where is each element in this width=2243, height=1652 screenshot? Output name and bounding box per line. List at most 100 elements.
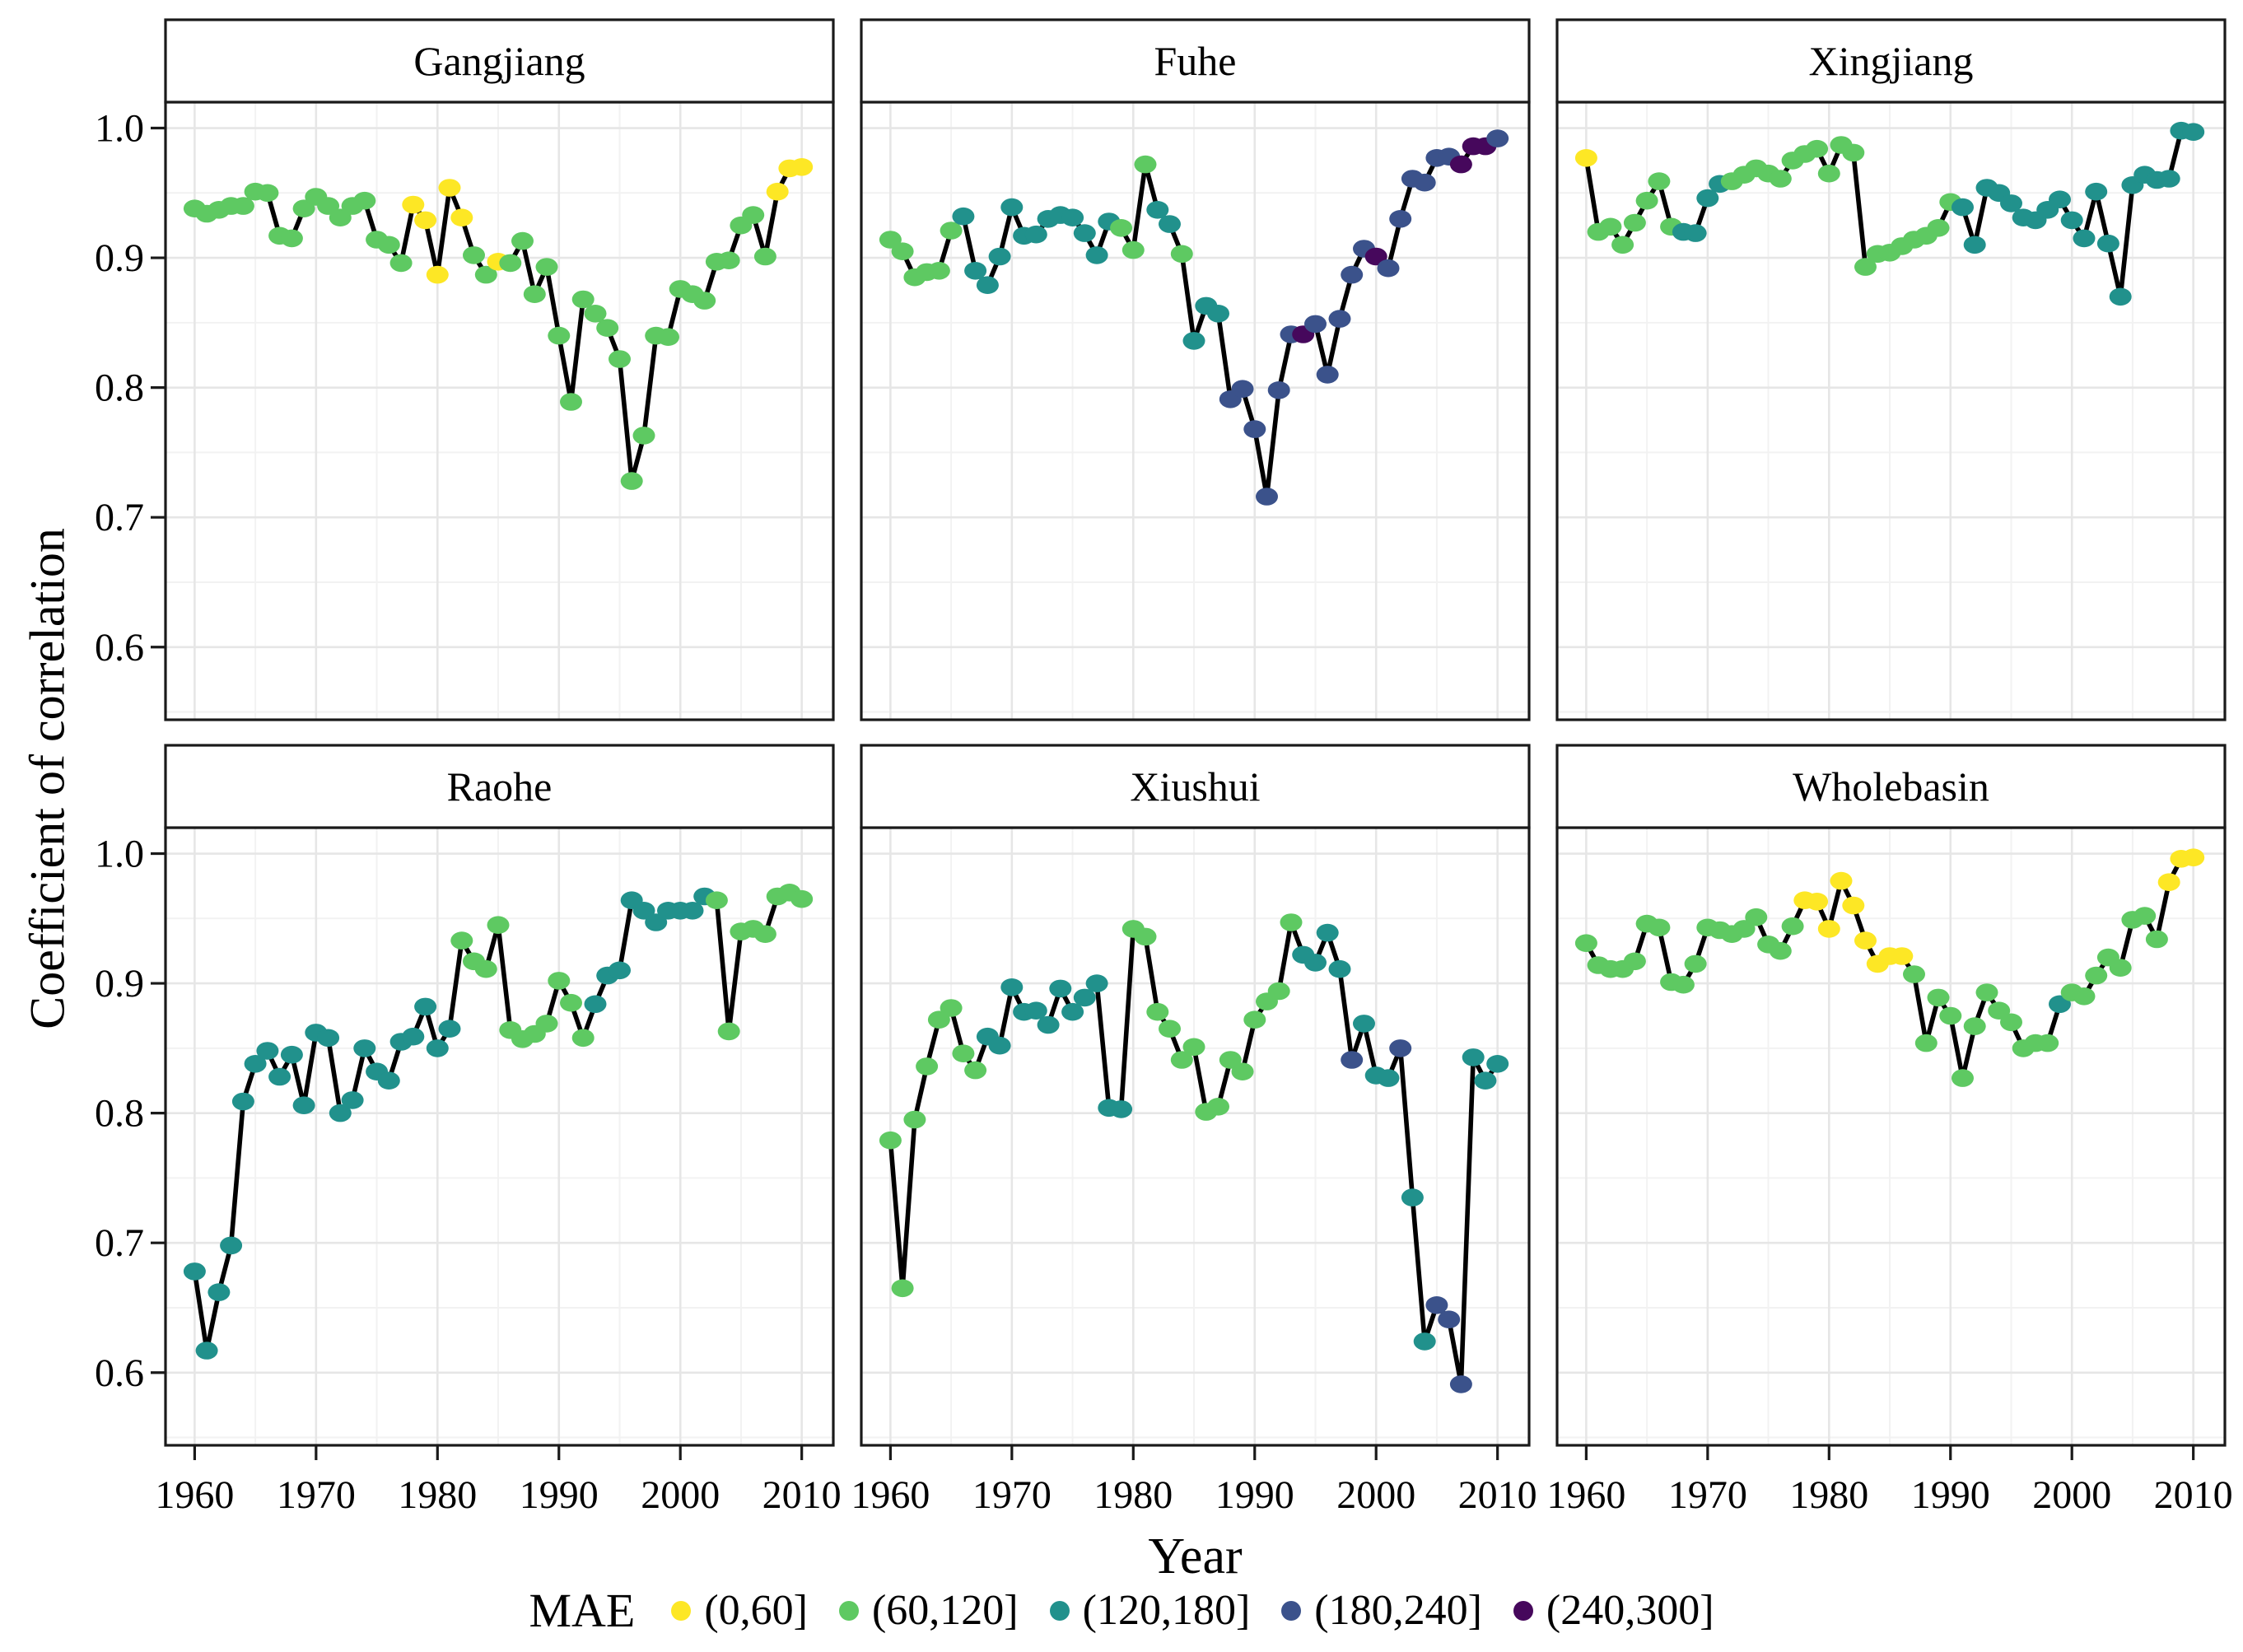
- data-point: [402, 195, 425, 214]
- data-point: [1085, 246, 1108, 264]
- data-point: [1170, 245, 1193, 264]
- y-tick-label: 0.7: [95, 1221, 144, 1265]
- data-point: [1769, 170, 1792, 188]
- data-point: [487, 916, 510, 934]
- data-point: [426, 1039, 449, 1057]
- data-point: [940, 222, 963, 240]
- facet-panel-xingjiang: Xingjiang: [1555, 18, 2227, 721]
- facet-strip-title: Raohe: [447, 763, 553, 810]
- data-point: [268, 1067, 291, 1086]
- data-point: [292, 1096, 315, 1114]
- data-point: [1073, 988, 1096, 1007]
- data-point: [1806, 139, 1829, 158]
- data-point: [632, 427, 655, 445]
- x-tick-label: 2010: [1458, 1473, 1537, 1517]
- data-point: [2109, 959, 2132, 977]
- data-point: [1170, 1051, 1193, 1069]
- data-point: [195, 1342, 218, 1360]
- data-point: [1413, 1332, 1436, 1351]
- data-point: [1952, 198, 1974, 217]
- data-point: [1486, 1055, 1509, 1073]
- data-point: [2073, 229, 2096, 248]
- data-point: [1341, 265, 1364, 284]
- data-point: [879, 1131, 902, 1150]
- y-tick-label: 0.9: [95, 962, 144, 1006]
- data-point: [1389, 1039, 1412, 1057]
- data-point: [717, 251, 740, 270]
- data-point: [353, 1039, 376, 1057]
- data-point: [1854, 931, 1877, 950]
- data-point: [693, 292, 716, 310]
- x-tick-label: 1990: [1911, 1473, 1990, 1517]
- facet-strip: [1555, 744, 2227, 829]
- facet-panel-gangjiang: Gangjiang 1.0 0.9 0.8 0.7 0.6: [95, 18, 835, 721]
- legend-dot-icon: [1049, 1600, 1070, 1621]
- legend-item: (180,240]: [1281, 1586, 1482, 1635]
- data-point: [2085, 966, 2108, 985]
- data-point: [560, 993, 582, 1012]
- x-tick-label: 1970: [972, 1473, 1052, 1517]
- x-tick-label: 2010: [2154, 1473, 2233, 1517]
- data-point: [1134, 155, 1157, 174]
- data-point: [609, 961, 631, 980]
- data-point: [2096, 234, 2119, 253]
- data-point: [1696, 189, 1719, 208]
- data-point: [1684, 954, 1707, 973]
- y-tick-label: 0.8: [95, 1092, 144, 1136]
- data-point: [450, 208, 473, 226]
- data-point: [1817, 164, 1840, 183]
- data-point: [1474, 1071, 1497, 1090]
- data-point: [1389, 209, 1412, 228]
- data-point: [1854, 258, 1877, 276]
- data-point: [2000, 1013, 2022, 1032]
- data-point: [244, 1055, 267, 1073]
- data-point: [1182, 1038, 1205, 1057]
- data-point: [645, 913, 668, 931]
- data-point: [1975, 983, 1998, 1001]
- data-point: [1316, 366, 1339, 384]
- legend-title: MAE: [529, 1584, 636, 1637]
- x-tick-label: 2000: [1336, 1473, 1415, 1517]
- data-point: [2145, 930, 2168, 949]
- data-point: [2000, 194, 2022, 212]
- data-point: [766, 182, 789, 201]
- legend-dot-icon: [671, 1600, 692, 1621]
- data-point: [1574, 149, 1597, 167]
- data-point: [1146, 1002, 1169, 1021]
- data-point: [571, 290, 595, 309]
- data-point: [1425, 1296, 1448, 1314]
- data-point: [1830, 871, 1853, 890]
- data-point: [620, 472, 643, 490]
- data-point: [1134, 927, 1157, 946]
- data-point: [2157, 170, 2180, 188]
- data-point: [891, 1279, 914, 1298]
- x-axis-title: Year: [1148, 1528, 1243, 1584]
- facet-panel-raohe: Raohe 1960 1970 1980 1990 2000 2010 1.0 0.9 0.8 0.…: [95, 744, 842, 1517]
- data-point: [1341, 1051, 1364, 1069]
- data-point: [753, 925, 776, 943]
- data-point: [717, 1022, 740, 1041]
- data-point: [377, 236, 400, 254]
- data-point: [1182, 332, 1205, 350]
- panel-background: [861, 102, 1529, 720]
- data-point: [1927, 219, 1950, 237]
- legend-item: (240,300]: [1513, 1586, 1714, 1635]
- data-point: [2049, 995, 2071, 1014]
- x-tick-label: 1960: [1546, 1473, 1625, 1517]
- data-point: [292, 199, 315, 217]
- data-point: [927, 1010, 950, 1029]
- data-point: [1745, 908, 1768, 926]
- data-point: [1110, 219, 1133, 237]
- data-point: [2060, 211, 2083, 230]
- data-point: [548, 326, 571, 345]
- data-point: [474, 959, 497, 978]
- data-point: [1219, 1051, 1242, 1069]
- data-point: [1599, 217, 1622, 236]
- data-point: [1000, 198, 1024, 217]
- data-point: [1110, 1100, 1133, 1118]
- legend-item-label: (180,240]: [1314, 1587, 1482, 1634]
- data-point: [511, 231, 534, 250]
- data-point: [584, 305, 607, 323]
- data-point: [988, 247, 1011, 266]
